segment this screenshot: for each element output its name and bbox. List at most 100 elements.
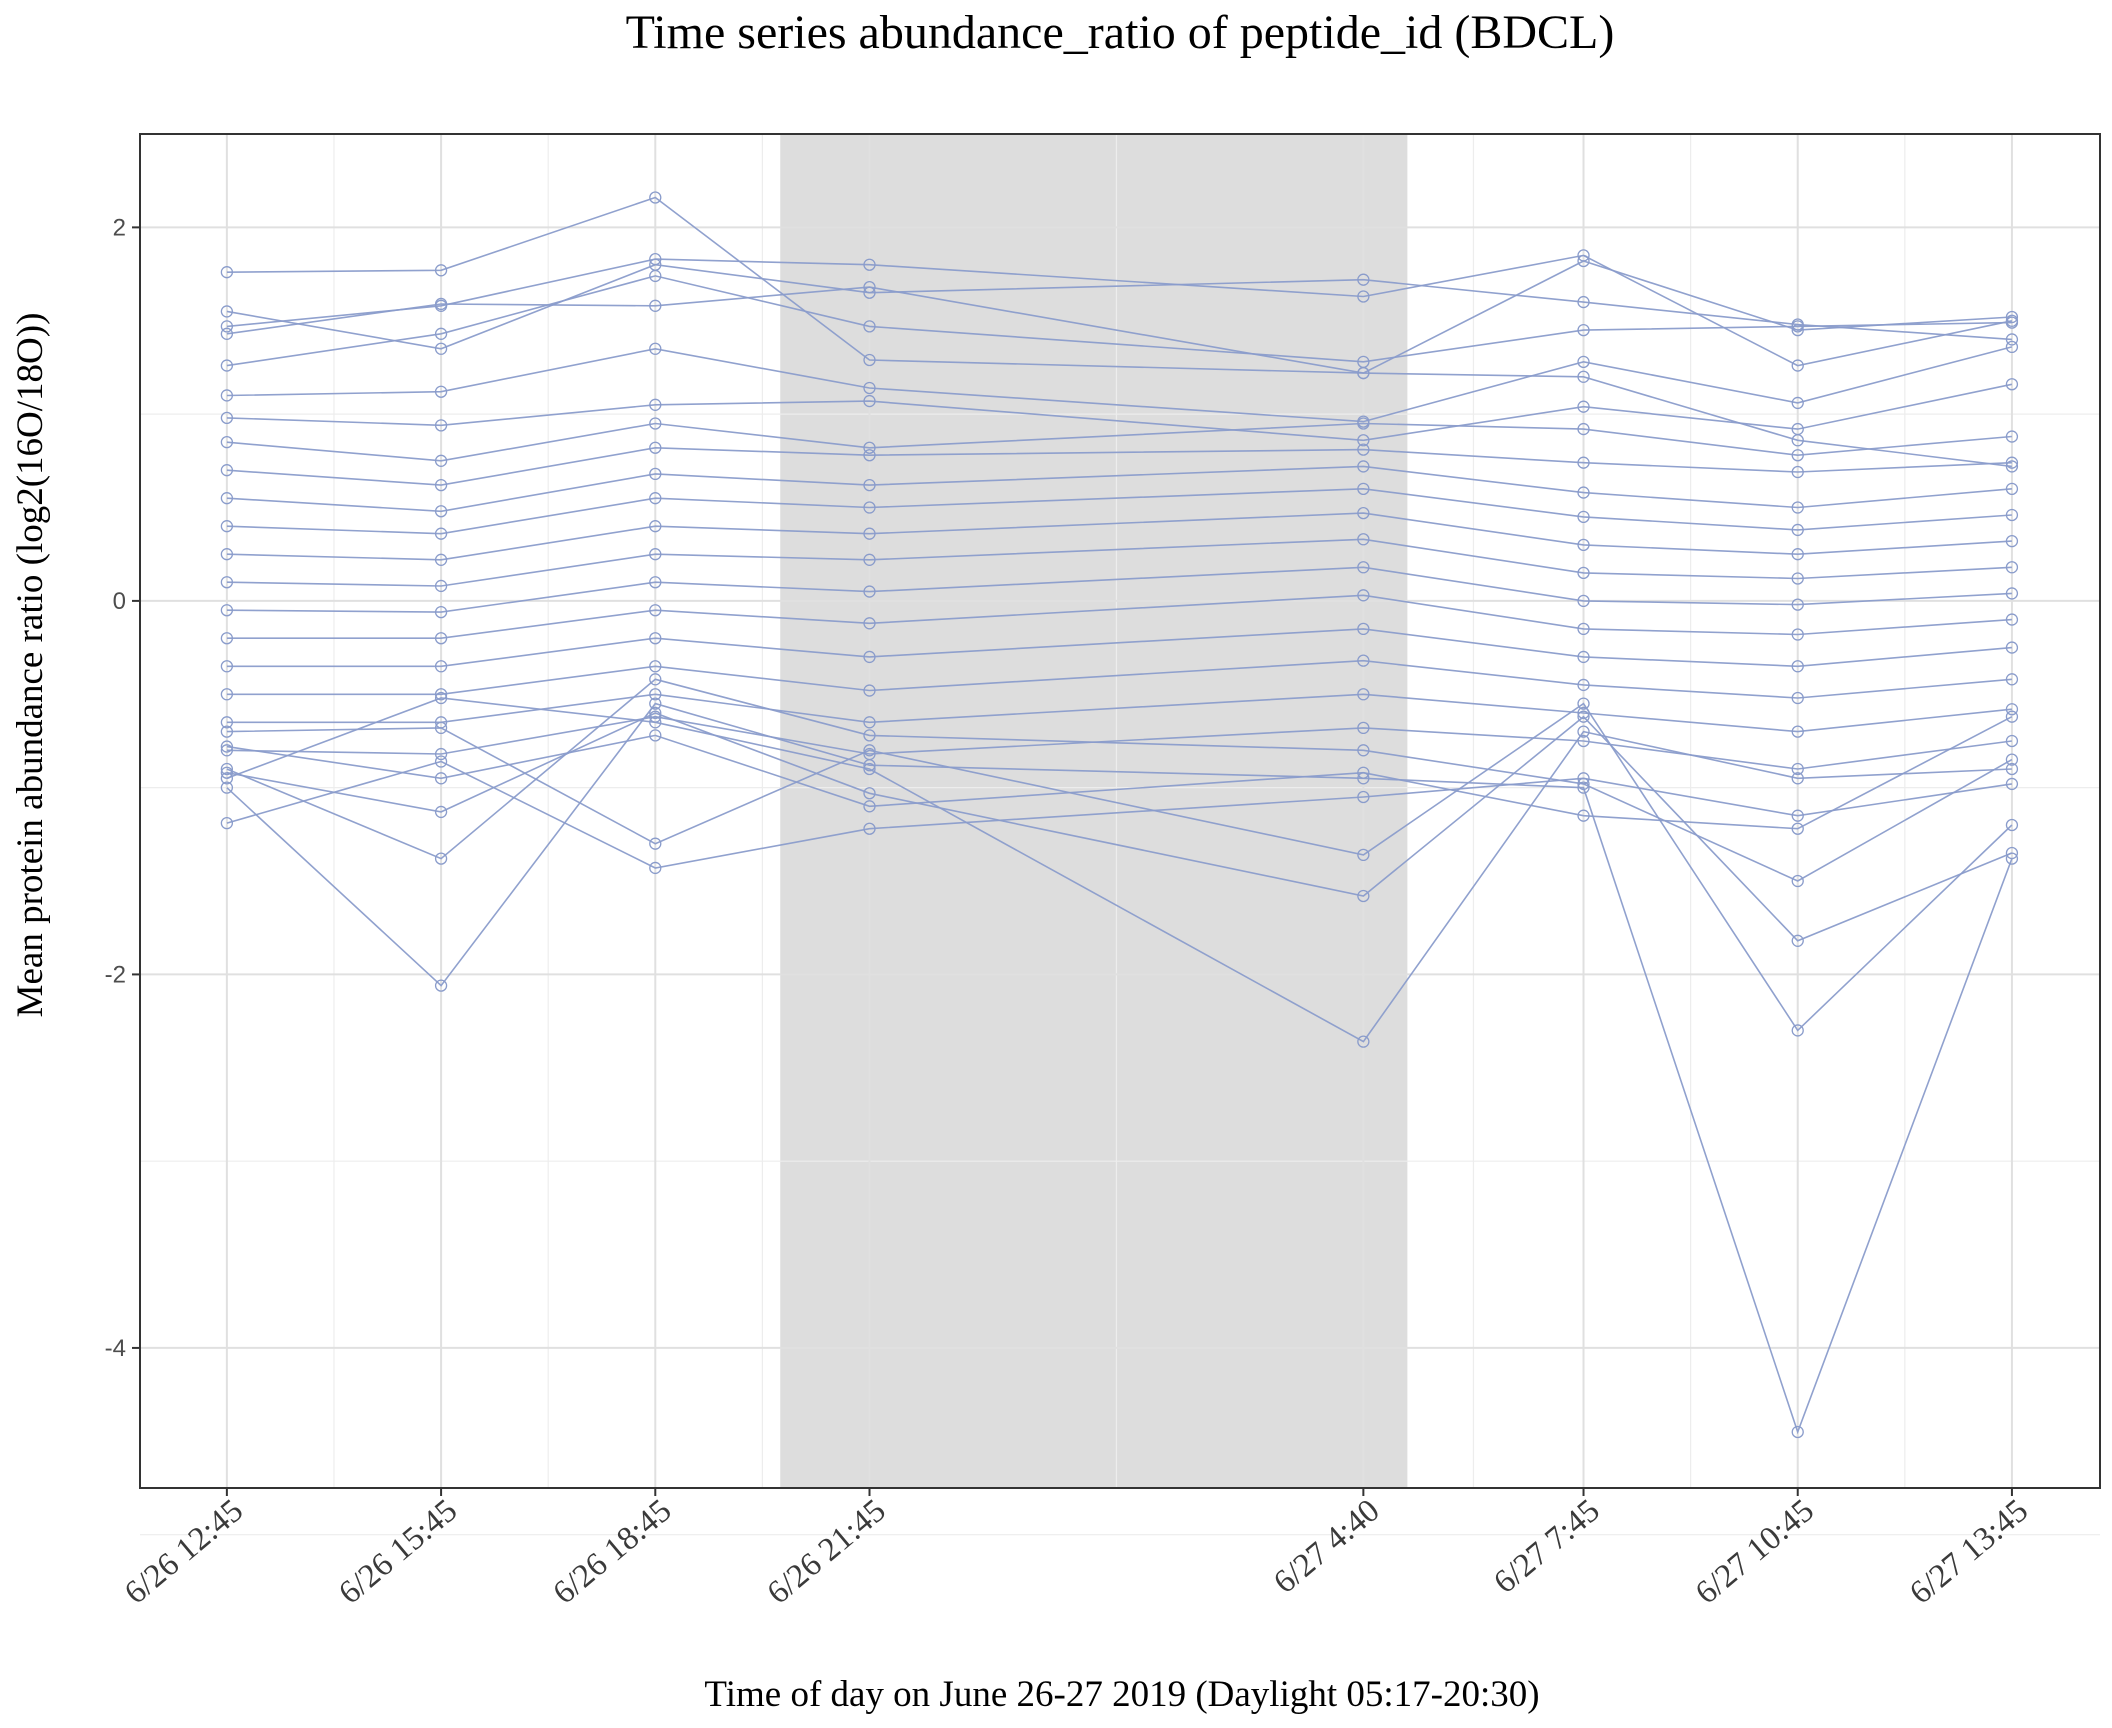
y-tick-label: 0 bbox=[113, 588, 126, 615]
data-point bbox=[1791, 598, 1804, 611]
data-point bbox=[220, 320, 234, 333]
data-point bbox=[1791, 660, 1804, 673]
data-point bbox=[1791, 762, 1804, 776]
data-point bbox=[220, 266, 234, 279]
data-point bbox=[434, 721, 448, 735]
data-point bbox=[1791, 725, 1804, 738]
series-line bbox=[226, 715, 2013, 830]
data-point bbox=[863, 787, 876, 800]
data-point bbox=[863, 759, 876, 772]
data-point bbox=[220, 740, 234, 753]
data-point bbox=[1577, 370, 1590, 383]
data-point bbox=[863, 729, 876, 742]
data-point bbox=[1577, 594, 1590, 608]
data-point bbox=[649, 269, 662, 283]
data-point bbox=[1357, 443, 1370, 456]
plot-border bbox=[139, 133, 2101, 1489]
data-point bbox=[1577, 650, 1590, 664]
data-point bbox=[1357, 561, 1370, 574]
data-point bbox=[863, 280, 876, 294]
data-point bbox=[220, 772, 234, 785]
data-point bbox=[434, 755, 448, 768]
data-point bbox=[434, 772, 448, 785]
data-point bbox=[1357, 654, 1370, 667]
data-point bbox=[220, 725, 234, 738]
data-point bbox=[2005, 316, 2019, 329]
plot-area: 20-2-46/26 12:45 6/26 15:45 6/26 18:45 6/26… bbox=[105, 133, 2101, 1611]
data-point bbox=[434, 385, 448, 398]
series-line bbox=[226, 383, 2013, 442]
data-point bbox=[2005, 846, 2019, 860]
data-point bbox=[1357, 460, 1370, 473]
data-point bbox=[2005, 482, 2019, 495]
data-point bbox=[434, 454, 448, 467]
data-point bbox=[1791, 691, 1804, 705]
data-point bbox=[434, 297, 448, 311]
data-point bbox=[1357, 482, 1370, 495]
series-line bbox=[226, 538, 2012, 587]
data-point bbox=[1577, 710, 1590, 723]
data-point bbox=[1791, 1425, 1804, 1439]
data-point bbox=[649, 632, 662, 645]
data-point bbox=[434, 852, 448, 865]
data-point bbox=[2005, 710, 2019, 723]
data-point bbox=[1791, 449, 1804, 462]
data-point bbox=[434, 553, 448, 566]
data-point bbox=[1791, 523, 1804, 537]
series-line bbox=[226, 422, 2012, 462]
data-point bbox=[1577, 777, 1590, 791]
data-point bbox=[220, 781, 234, 794]
data-point bbox=[1357, 622, 1370, 636]
data-point bbox=[649, 467, 662, 481]
data-point bbox=[2005, 852, 2019, 865]
data-point bbox=[2005, 508, 2019, 522]
data-point bbox=[1357, 533, 1370, 546]
data-point bbox=[863, 650, 876, 664]
data-point bbox=[220, 548, 234, 561]
data-point bbox=[1791, 323, 1804, 337]
data-point bbox=[2005, 753, 2019, 766]
data-point bbox=[649, 688, 662, 701]
data-point bbox=[649, 520, 662, 533]
data-point bbox=[2005, 460, 2019, 473]
data-point bbox=[1577, 725, 1590, 738]
y-tick-label: -2 bbox=[105, 961, 126, 988]
data-point bbox=[863, 527, 876, 540]
data-point bbox=[220, 520, 234, 533]
data-point bbox=[2005, 378, 2019, 391]
series-line bbox=[226, 512, 2012, 561]
data-point bbox=[220, 576, 234, 589]
series-line bbox=[226, 760, 2013, 869]
data-point bbox=[220, 632, 234, 645]
data-point bbox=[220, 716, 234, 729]
data-point bbox=[1357, 290, 1370, 303]
data-point bbox=[1357, 721, 1370, 735]
data-point bbox=[220, 436, 234, 449]
data-point bbox=[1791, 396, 1804, 410]
y-axis-title: Mean protein abundance ratio (log2(16O/1… bbox=[10, 313, 51, 1018]
data-point bbox=[1791, 320, 1804, 333]
data-point bbox=[220, 411, 234, 425]
data-point bbox=[649, 342, 662, 355]
data-point bbox=[2005, 613, 2019, 626]
data-point bbox=[434, 632, 448, 645]
data-point bbox=[2005, 340, 2019, 354]
data-point bbox=[2005, 587, 2019, 600]
data-point bbox=[434, 605, 448, 619]
data-point bbox=[863, 353, 876, 367]
data-point bbox=[2005, 734, 2019, 748]
data-point bbox=[649, 441, 662, 454]
data-point bbox=[1357, 1035, 1370, 1048]
data-point bbox=[863, 381, 876, 395]
data-point bbox=[1357, 766, 1370, 779]
data-point bbox=[434, 688, 448, 701]
data-point bbox=[220, 762, 234, 776]
data-point bbox=[2005, 561, 2019, 574]
data-point bbox=[649, 706, 662, 720]
data-point bbox=[1577, 678, 1590, 692]
data-point bbox=[1791, 465, 1804, 479]
data-point bbox=[1577, 456, 1590, 469]
data-point bbox=[1577, 510, 1590, 524]
data-point bbox=[1577, 323, 1590, 337]
chart-title: Time series abundance_ratio of peptide_i… bbox=[626, 6, 1615, 59]
